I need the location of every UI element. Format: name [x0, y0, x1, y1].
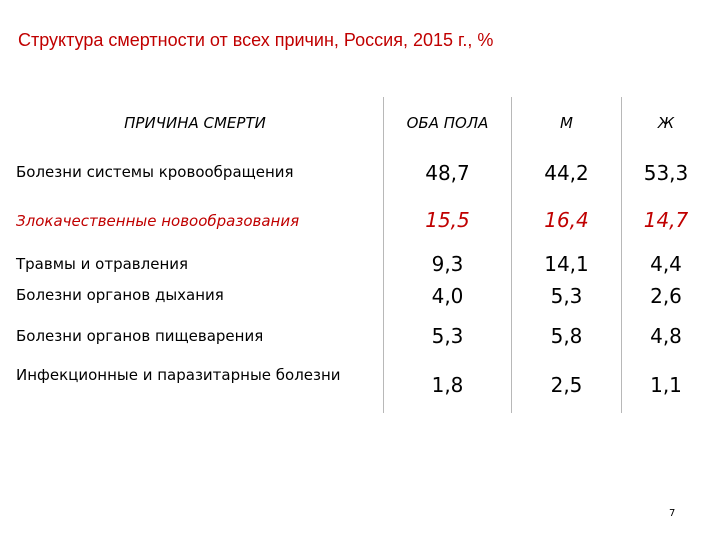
cause-cell: Болезни органов пищеварения	[16, 327, 264, 345]
value-male: 5,3	[550, 284, 583, 308]
value-male: 5,8	[550, 324, 583, 348]
value-both: 15,5	[425, 208, 470, 232]
slide-number: 7	[669, 508, 676, 519]
cause-cell: Инфекционные и паразитарные болезни	[16, 366, 341, 384]
column-divider	[621, 97, 622, 413]
cause-cell: Болезни органов дыхания	[16, 286, 224, 304]
value-both: 48,7	[425, 161, 470, 185]
value-male: 44,2	[544, 161, 589, 185]
header-cause: ПРИЧИНА СМЕРТИ	[124, 114, 266, 132]
cause-cell: Травмы и отравления	[16, 255, 189, 273]
cause-cell: Злокачественные новообразования	[16, 212, 300, 230]
value-both: 9,3	[431, 252, 464, 276]
value-female: 2,6	[650, 284, 682, 308]
value-female: 4,4	[650, 252, 682, 276]
column-divider	[511, 97, 512, 413]
value-male: 14,1	[544, 252, 589, 276]
value-male: 16,4	[544, 208, 589, 232]
value-male: 2,5	[550, 373, 583, 397]
value-female: 53,3	[643, 161, 689, 185]
value-both: 4,0	[431, 284, 464, 308]
value-female: 1,1	[650, 373, 682, 397]
header-both: ОБА ПОЛА	[406, 114, 489, 132]
slide-title: Структура смертности от всех причин, Рос…	[18, 30, 494, 50]
value-female: 14,7	[643, 208, 689, 232]
column-divider	[383, 97, 384, 413]
value-both: 5,3	[431, 324, 464, 348]
value-female: 4,8	[650, 324, 682, 348]
header-female: Ж	[657, 114, 675, 132]
value-both: 1,8	[431, 373, 464, 397]
cause-cell: Болезни системы кровообращения	[16, 163, 294, 181]
header-male: М	[560, 114, 573, 132]
